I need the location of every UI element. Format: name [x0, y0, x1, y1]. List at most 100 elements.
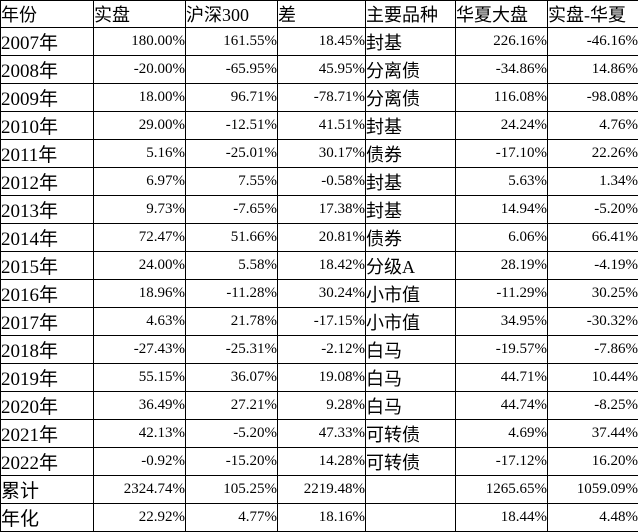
- value-cell: 30.24%: [278, 280, 366, 308]
- value-cell: 14.94%: [456, 196, 548, 224]
- value-cell: 分离债: [366, 56, 456, 84]
- value-cell: -7.65%: [186, 196, 278, 224]
- value-cell: 1059.09%: [548, 476, 638, 504]
- value-cell: 白马: [366, 336, 456, 364]
- value-cell: 4.76%: [548, 112, 638, 140]
- value-cell: -17.12%: [456, 448, 548, 476]
- row-label-cell: 2012年: [1, 168, 94, 196]
- value-cell: 6.97%: [94, 168, 186, 196]
- value-cell: 42.13%: [94, 420, 186, 448]
- table-row: 2008年-20.00%-65.95%45.95%分离债-34.86%14.86…: [1, 56, 638, 84]
- value-cell: 30.25%: [548, 280, 638, 308]
- value-cell: 18.44%: [456, 504, 548, 532]
- value-cell: 4.77%: [186, 504, 278, 532]
- value-cell: 16.20%: [548, 448, 638, 476]
- value-cell: 72.47%: [94, 224, 186, 252]
- value-cell: -19.57%: [456, 336, 548, 364]
- value-cell: 分级A: [366, 252, 456, 280]
- value-cell: 1265.65%: [456, 476, 548, 504]
- value-cell: 21.78%: [186, 308, 278, 336]
- value-cell: 债券: [366, 140, 456, 168]
- column-header-1: 年份: [1, 1, 94, 28]
- value-cell: -2.12%: [278, 336, 366, 364]
- value-cell: 4.48%: [548, 504, 638, 532]
- row-label-cell: 2019年: [1, 364, 94, 392]
- table-row: 2022年-0.92%-15.20%14.28%可转债-17.12%16.20%: [1, 448, 638, 476]
- value-cell: 24.24%: [456, 112, 548, 140]
- row-label-cell: 2015年: [1, 252, 94, 280]
- column-header-7: 实盘-华夏: [548, 1, 638, 28]
- value-cell: 9.28%: [278, 392, 366, 420]
- value-cell: 白马: [366, 364, 456, 392]
- value-cell: 27.21%: [186, 392, 278, 420]
- value-cell: 白马: [366, 392, 456, 420]
- row-label-cell: 2009年: [1, 84, 94, 112]
- value-cell: 可转债: [366, 420, 456, 448]
- value-cell: 47.33%: [278, 420, 366, 448]
- column-header-4: 差: [278, 1, 366, 28]
- value-cell: 4.63%: [94, 308, 186, 336]
- value-cell: 28.19%: [456, 252, 548, 280]
- value-cell: -46.16%: [548, 28, 638, 56]
- value-cell: -12.51%: [186, 112, 278, 140]
- value-cell: -4.19%: [548, 252, 638, 280]
- value-cell: 小市值: [366, 308, 456, 336]
- column-header-5: 主要品种: [366, 1, 456, 28]
- value-cell: -8.25%: [548, 392, 638, 420]
- value-cell: 5.63%: [456, 168, 548, 196]
- value-cell: -25.31%: [186, 336, 278, 364]
- value-cell: -5.20%: [548, 196, 638, 224]
- value-cell: 17.38%: [278, 196, 366, 224]
- value-cell: 44.71%: [456, 364, 548, 392]
- value-cell: 18.00%: [94, 84, 186, 112]
- value-cell: -30.32%: [548, 308, 638, 336]
- value-cell: 14.28%: [278, 448, 366, 476]
- value-cell: 封基: [366, 168, 456, 196]
- value-cell: -65.95%: [186, 56, 278, 84]
- value-cell: 1.34%: [548, 168, 638, 196]
- value-cell: 116.08%: [456, 84, 548, 112]
- row-label-cell: 2016年: [1, 280, 94, 308]
- value-cell: 2324.74%: [94, 476, 186, 504]
- row-label-cell: 2007年: [1, 28, 94, 56]
- value-cell: 45.95%: [278, 56, 366, 84]
- value-cell: 18.42%: [278, 252, 366, 280]
- value-cell: 7.55%: [186, 168, 278, 196]
- value-cell: 44.74%: [456, 392, 548, 420]
- value-cell: 66.41%: [548, 224, 638, 252]
- value-cell: 36.49%: [94, 392, 186, 420]
- value-cell: 161.55%: [186, 28, 278, 56]
- value-cell: -78.71%: [278, 84, 366, 112]
- value-cell: 9.73%: [94, 196, 186, 224]
- value-cell: 4.69%: [456, 420, 548, 448]
- value-cell: 226.16%: [456, 28, 548, 56]
- value-cell: -0.58%: [278, 168, 366, 196]
- value-cell: -27.43%: [94, 336, 186, 364]
- value-cell: -25.01%: [186, 140, 278, 168]
- value-cell: -0.92%: [94, 448, 186, 476]
- value-cell: 6.06%: [456, 224, 548, 252]
- value-cell: 36.07%: [186, 364, 278, 392]
- value-cell: 封基: [366, 28, 456, 56]
- column-header-2: 实盘: [94, 1, 186, 28]
- value-cell: -20.00%: [94, 56, 186, 84]
- value-cell: 18.45%: [278, 28, 366, 56]
- value-cell: 22.92%: [94, 504, 186, 532]
- row-label-cell: 2017年: [1, 308, 94, 336]
- row-label-cell: 2011年: [1, 140, 94, 168]
- value-cell: 24.00%: [94, 252, 186, 280]
- row-label-cell: 2021年: [1, 420, 94, 448]
- value-cell: 5.58%: [186, 252, 278, 280]
- value-cell: 19.08%: [278, 364, 366, 392]
